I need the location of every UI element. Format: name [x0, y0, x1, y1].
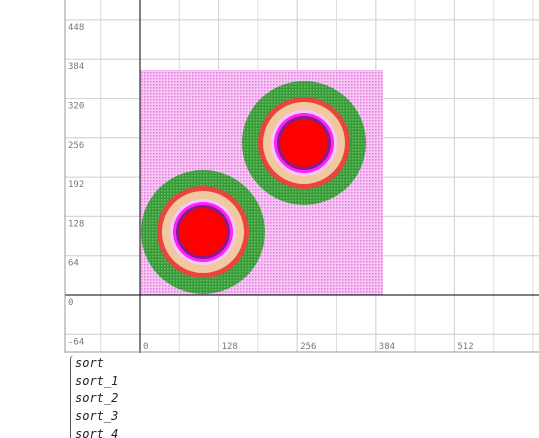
- y-tick-label: -64: [68, 337, 84, 347]
- heatmap: [140, 70, 383, 295]
- y-tick-label: 448: [68, 23, 84, 33]
- x-tick-label: 512: [457, 342, 473, 352]
- x-tick-label: 384: [379, 342, 395, 352]
- x-tick-label: 256: [300, 342, 316, 352]
- y-tick-label: 192: [68, 180, 84, 190]
- x-tick-label: 0: [143, 342, 148, 352]
- list-item[interactable]: sort: [75, 356, 104, 370]
- y-tick-label: 320: [68, 102, 84, 112]
- x-tick-label: 128: [222, 342, 238, 352]
- sort-list: sort sort_1 sort_2 sort_3 sort_4: [70, 355, 531, 438]
- list-item[interactable]: sort_3: [75, 409, 119, 424]
- y-tick-label: 384: [68, 62, 84, 72]
- blob: [242, 81, 366, 205]
- y-tick-label: 256: [68, 141, 84, 151]
- plot-area: 0 128 256 384 512 -64 0 64 128 192 256 320 384 448: [64, 0, 539, 353]
- list-item[interactable]: sort_4: [75, 426, 119, 438]
- y-tick-label: 128: [68, 219, 84, 229]
- list-item[interactable]: sort_1: [75, 373, 119, 388]
- list-item[interactable]: sort_2: [75, 391, 119, 406]
- y-tick-label: 64: [68, 259, 79, 269]
- tick-labels: 0 128 256 384 512 -64 0 64 128 192 256 320 384 448: [68, 23, 474, 352]
- blob: [141, 170, 265, 294]
- y-tick-label: 0: [68, 298, 73, 308]
